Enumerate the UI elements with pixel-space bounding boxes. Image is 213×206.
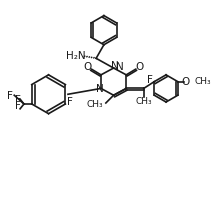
Text: F: F <box>67 97 73 107</box>
Text: F: F <box>147 75 153 85</box>
Text: N: N <box>111 61 118 71</box>
Text: H₂N: H₂N <box>66 51 85 61</box>
Text: CH₃: CH₃ <box>135 97 152 105</box>
Text: O: O <box>83 62 92 72</box>
Text: O: O <box>136 62 144 72</box>
Text: CH₃: CH₃ <box>86 101 103 109</box>
Text: CH₃: CH₃ <box>194 77 211 86</box>
Text: N: N <box>115 62 123 72</box>
Text: F: F <box>15 95 21 105</box>
Text: F: F <box>7 91 13 101</box>
Text: O: O <box>181 77 190 87</box>
Text: F: F <box>15 101 21 111</box>
Text: N: N <box>96 84 104 94</box>
